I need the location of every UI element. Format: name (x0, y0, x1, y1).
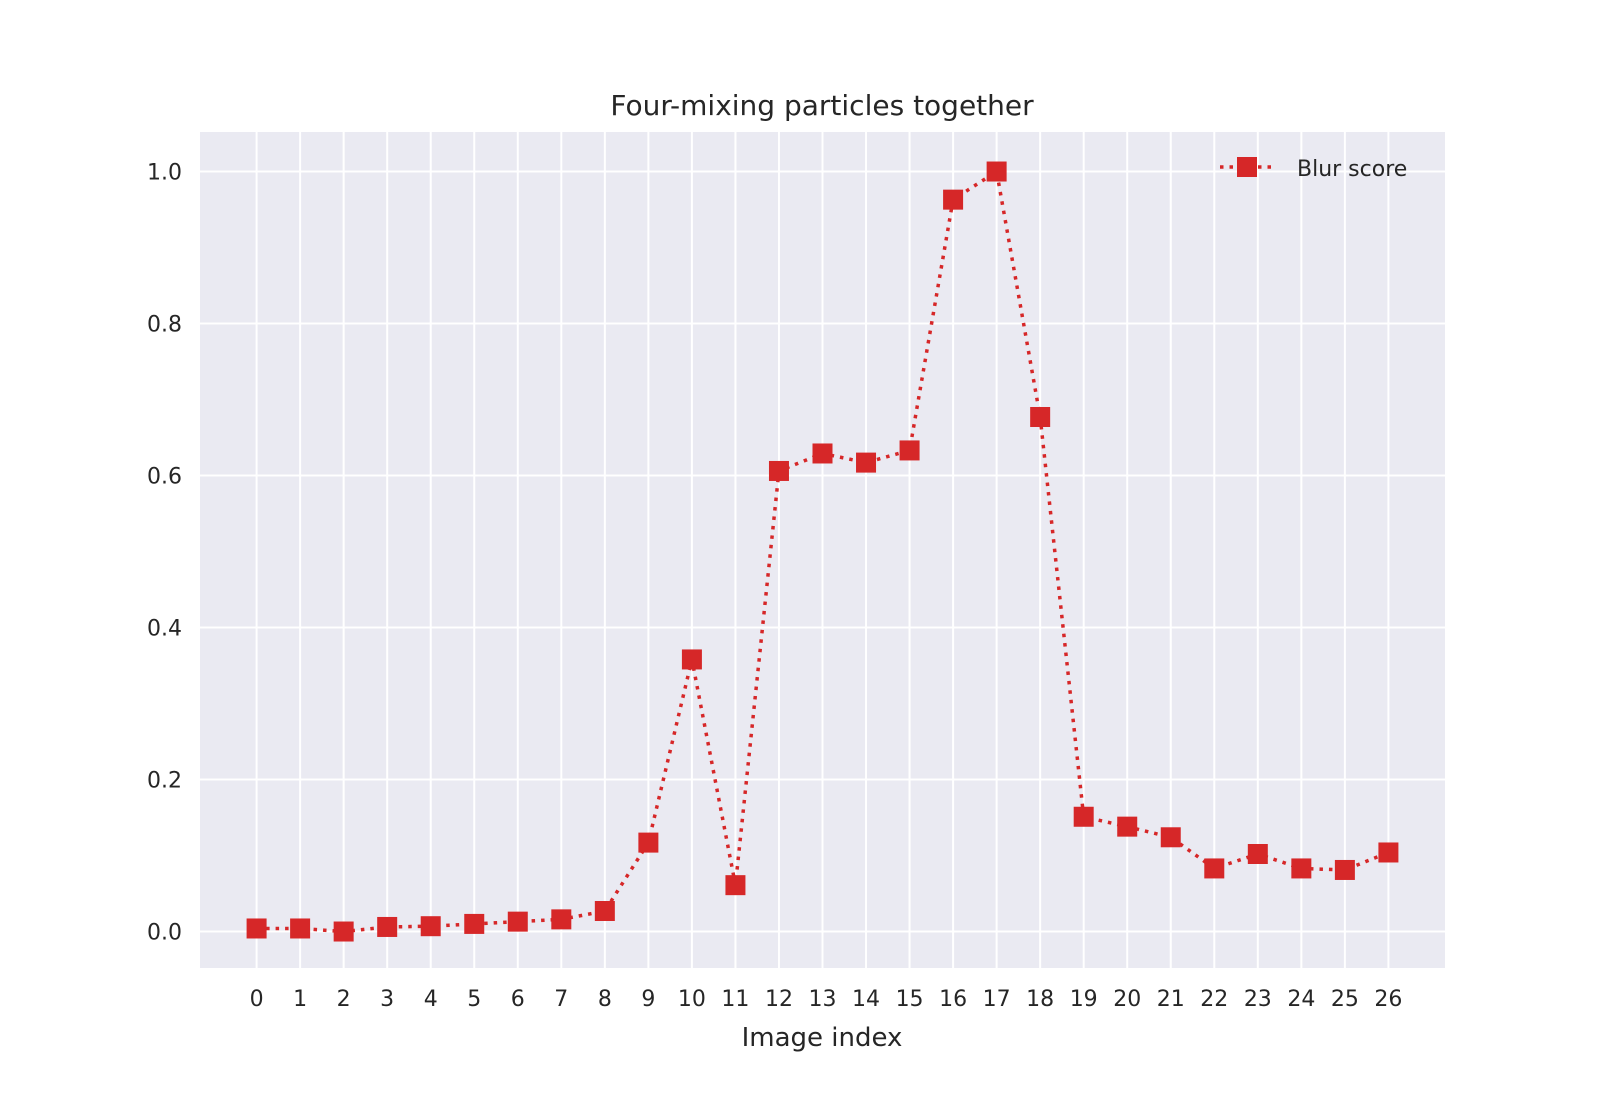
x-tick-label: 16 (939, 987, 967, 1012)
x-tick-label: 11 (721, 987, 749, 1012)
data-point (507, 911, 528, 932)
data-point (856, 452, 877, 473)
chart-title: Four-mixing particles together (610, 89, 1034, 122)
x-tick-label: 25 (1331, 987, 1359, 1012)
data-point (1291, 858, 1312, 879)
x-axis-title: Image index (742, 1023, 903, 1053)
data-point (377, 916, 398, 937)
data-point (551, 909, 572, 930)
data-point (1160, 827, 1181, 848)
data-point (1204, 858, 1225, 879)
data-point (899, 440, 920, 461)
x-tick-label: 24 (1287, 987, 1315, 1012)
x-tick-label: 3 (380, 987, 394, 1012)
x-tick-label: 15 (896, 987, 924, 1012)
data-point (768, 460, 789, 481)
legend-marker-swatch (1237, 157, 1257, 177)
data-point (1334, 859, 1355, 880)
data-point (638, 832, 659, 853)
data-point (333, 921, 354, 942)
x-tick-label: 23 (1244, 987, 1272, 1012)
x-tick-label: 18 (1026, 987, 1054, 1012)
legend-label: Blur score (1297, 157, 1407, 182)
x-tick-label: 4 (424, 987, 438, 1012)
y-tick-label: 1.0 (147, 161, 182, 186)
y-tick-label: 0.2 (147, 769, 182, 794)
y-tick-label: 0.4 (147, 617, 182, 642)
x-tick-label: 1 (293, 987, 307, 1012)
x-tick-label: 12 (765, 987, 793, 1012)
data-point (594, 901, 615, 921)
data-point (290, 918, 311, 939)
x-tick-labels: 0 1 2 3 4 5 6 7 8 9 10 11 12 13 14 15 16 17 18 19 20 21 22 23 24… (250, 987, 1403, 1012)
x-tick-label: 14 (852, 987, 880, 1012)
data-point (1247, 844, 1268, 864)
x-tick-label: 19 (1070, 987, 1098, 1012)
data-point (812, 443, 833, 464)
data-point (1378, 842, 1399, 863)
data-point (1073, 806, 1094, 827)
y-tick-label: 0.0 (147, 921, 182, 946)
x-tick-label: 20 (1113, 987, 1141, 1012)
series-layer (246, 161, 1399, 942)
data-point (681, 649, 702, 670)
x-tick-label: 0 (250, 987, 264, 1012)
grid (200, 132, 1445, 968)
x-tick-label: 9 (641, 987, 655, 1012)
data-point (1030, 407, 1051, 427)
data-point (246, 918, 267, 939)
data-point (420, 916, 441, 937)
x-tick-label: 8 (598, 987, 612, 1012)
y-tick-labels: 0.0 0.2 0.4 0.6 0.8 1.0 (147, 161, 182, 946)
data-point (1117, 816, 1138, 837)
legend: Blur score (1220, 157, 1407, 182)
x-tick-label: 6 (511, 987, 525, 1012)
x-tick-label: 5 (467, 987, 481, 1012)
x-tick-label: 7 (554, 987, 568, 1012)
x-tick-label: 10 (678, 987, 706, 1012)
x-tick-label: 17 (983, 987, 1011, 1012)
x-tick-label: 22 (1200, 987, 1228, 1012)
data-point (464, 913, 485, 934)
data-point (986, 161, 1007, 182)
y-tick-label: 0.6 (147, 465, 182, 490)
x-tick-label: 21 (1157, 987, 1185, 1012)
y-tick-label: 0.8 (147, 313, 182, 338)
x-tick-label: 26 (1374, 987, 1402, 1012)
x-tick-label: 13 (809, 987, 837, 1012)
data-point (725, 875, 746, 896)
data-point (943, 189, 964, 210)
x-tick-label: 2 (337, 987, 351, 1012)
